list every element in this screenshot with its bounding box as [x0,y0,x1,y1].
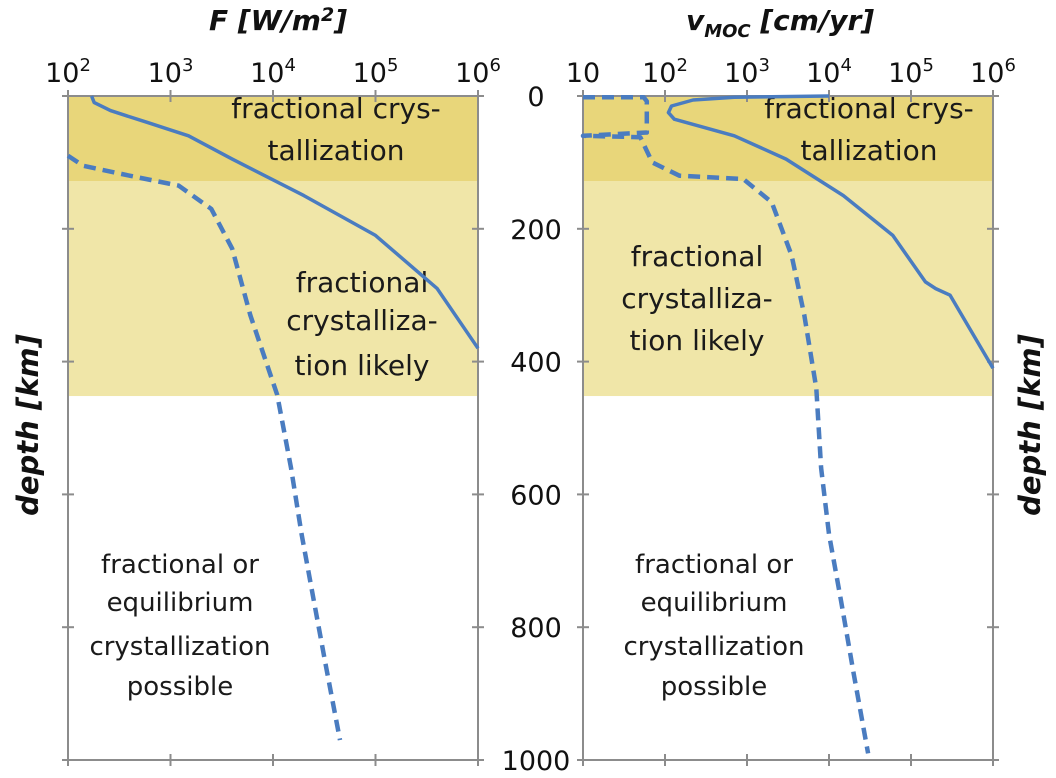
y-tick-label: 400 [510,348,562,379]
series-dashed-line [66,153,343,741]
series-solid-line [666,94,995,370]
x-tick-label: 104 [806,55,852,89]
band-2-label: fractional [296,266,429,299]
band-3-label: fractional or [101,550,259,580]
band-3-label: possible [127,672,233,702]
band-3-label: possible [661,672,767,702]
y-tick-label: 600 [510,480,562,511]
x-tick-label: 102 [45,55,91,89]
band-1-label: tallization [801,134,938,167]
y-tick-label: 0 [527,82,544,113]
x-tick-label: 105 [888,55,934,89]
x-tick-label: 103 [724,55,770,89]
x-tick-label: 103 [148,55,194,89]
band-3-label: equilibrium [107,588,254,618]
band-3-label: fractional or [635,550,793,580]
x-tick-label: 10 [566,58,600,89]
band-1 [583,96,993,181]
band-2 [68,180,478,397]
series-dashed-line [580,95,871,754]
band-3 [68,396,478,760]
x-tick-label: 106 [970,55,1016,89]
band-1-label: fractional crys- [231,92,441,125]
panel-2: 10 102 103 104 105 106 vMOC [cm/yr] fractional … [566,4,1047,766]
band-2 [583,180,993,397]
band-3-label: crystallization [623,632,804,662]
y-axis-title: depth [km] [11,334,45,516]
y-tick-label: 1000 [502,746,571,777]
x-tick-label: 104 [250,55,296,89]
band-1 [68,96,478,181]
band-3-label: crystallization [89,632,270,662]
y-tick-label: 200 [510,215,562,246]
band-2-label: crystalliza- [621,282,773,315]
x-axis-title: F [W/m2] [209,4,347,37]
x-tick-label: 102 [642,55,688,89]
panel-1: 102 103 104 105 106 F [W/m2] fractional crys-t… [11,4,501,766]
band-2-label: tion likely [630,324,765,357]
band-3-label: equilibrium [641,588,788,618]
band-2-label: tion likely [295,349,430,382]
band-2-label: fractional [631,240,764,273]
series-solid-line [89,95,480,350]
x-tick-label: 105 [353,55,399,89]
y-tick-label: 800 [510,613,562,644]
y-axis-title: depth [km] [1013,334,1047,516]
band-1-label: tallization [268,134,405,167]
band-3 [583,396,993,760]
x-tick-label: 106 [455,55,501,89]
x-axis-title: vMOC [cm/yr] [686,4,874,42]
band-2-label: crystalliza- [286,304,438,337]
